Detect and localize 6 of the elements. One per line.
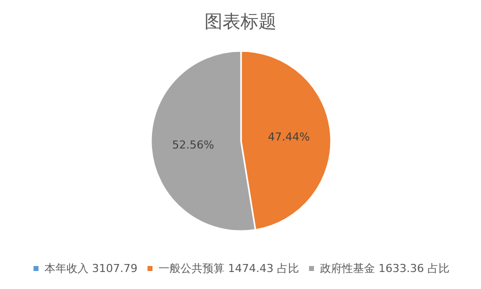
chart-title: 图表标题 — [204, 12, 276, 32]
legend-label: 政府性基金 1633.36 占比 — [320, 262, 450, 275]
legend-label: 本年收入 3107.79 — [44, 262, 138, 275]
data-label: 52.56% — [172, 138, 214, 152]
legend-label: 一般公共预算 1474.43 占比 — [158, 262, 299, 275]
data-label: 47.44% — [268, 130, 310, 144]
